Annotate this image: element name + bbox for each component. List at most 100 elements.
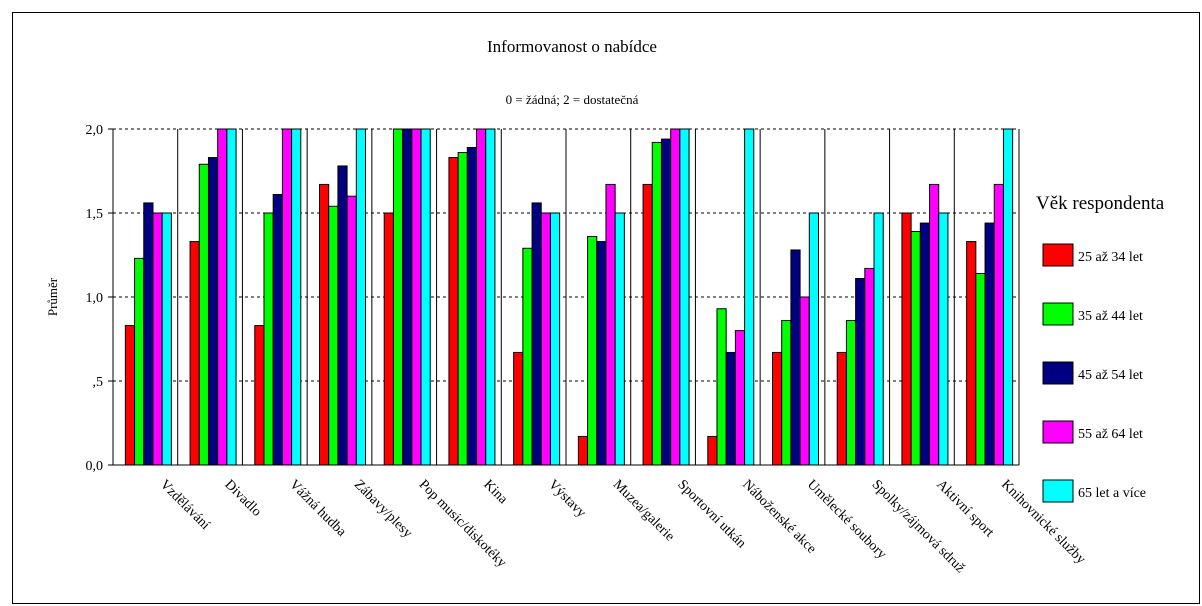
bar bbox=[161, 212, 172, 466]
y-tick-label: 1,5 bbox=[86, 207, 104, 222]
legend-label: 35 až 44 let bbox=[1078, 309, 1143, 324]
x-tick-label: Aktivní sport bbox=[933, 477, 996, 540]
bar bbox=[189, 241, 200, 466]
bar bbox=[901, 212, 912, 466]
legend-swatch bbox=[1042, 420, 1074, 444]
bar bbox=[531, 202, 542, 466]
bar bbox=[346, 195, 357, 466]
bar bbox=[411, 128, 422, 466]
bar bbox=[651, 141, 662, 466]
bar bbox=[383, 212, 394, 466]
bar bbox=[448, 157, 459, 466]
bar bbox=[808, 212, 819, 466]
legend-label: 55 až 64 let bbox=[1078, 427, 1143, 442]
bar bbox=[1002, 128, 1014, 466]
bar bbox=[263, 212, 274, 466]
bar bbox=[476, 128, 487, 466]
bars-group bbox=[124, 128, 1014, 466]
y-tick-labels: 0,0 ,5 1,0 1,5 2,0 bbox=[86, 123, 104, 474]
bar bbox=[799, 296, 810, 466]
y-tick-label: 1,0 bbox=[86, 291, 104, 306]
bar bbox=[919, 222, 931, 466]
bar bbox=[143, 202, 154, 466]
bar bbox=[355, 128, 366, 466]
bar bbox=[772, 351, 783, 466]
bar bbox=[845, 320, 857, 466]
bar bbox=[392, 128, 404, 466]
bar bbox=[966, 241, 977, 466]
bar bbox=[281, 128, 293, 466]
x-tick-label: Kina bbox=[480, 477, 510, 507]
bar bbox=[587, 236, 598, 466]
bar bbox=[291, 128, 302, 466]
bar bbox=[254, 325, 265, 466]
bar bbox=[198, 163, 209, 466]
bar bbox=[679, 128, 690, 466]
bar bbox=[577, 435, 589, 466]
y-tick-label: 0,0 bbox=[86, 459, 104, 474]
bar bbox=[217, 128, 228, 466]
bar bbox=[124, 325, 136, 466]
legend-label: 25 až 34 let bbox=[1078, 250, 1143, 265]
bar bbox=[457, 152, 468, 466]
legend-swatch bbox=[1042, 243, 1074, 267]
bar bbox=[836, 351, 847, 466]
bar bbox=[319, 183, 330, 466]
bar bbox=[485, 128, 496, 466]
legend-label: 45 až 54 let bbox=[1078, 368, 1143, 383]
bar bbox=[790, 249, 801, 466]
bar bbox=[540, 212, 551, 466]
legend-label: 65 let a více bbox=[1078, 486, 1146, 501]
x-tick-label: Vzdělávání bbox=[157, 477, 213, 533]
x-tick-label: Zábavy/plesy bbox=[351, 477, 415, 541]
x-tick-label: Vážná hudba bbox=[286, 477, 349, 540]
bar bbox=[716, 308, 727, 466]
bar bbox=[744, 128, 755, 466]
bar bbox=[725, 351, 736, 466]
bar bbox=[781, 320, 792, 466]
bar bbox=[596, 241, 607, 466]
bar bbox=[910, 230, 921, 466]
bar bbox=[642, 183, 653, 466]
bar bbox=[605, 183, 616, 466]
bar bbox=[226, 128, 237, 466]
bar bbox=[855, 278, 866, 466]
legend-swatch bbox=[1042, 361, 1074, 385]
bar bbox=[402, 128, 413, 466]
bar bbox=[420, 128, 431, 466]
x-tick-labels: Vzdělávání Divadlo Vážná hudba Zábavy/plesy… bbox=[157, 477, 1088, 576]
bar bbox=[873, 212, 884, 466]
bar bbox=[734, 330, 746, 466]
x-tick-label: Muzea/galerie bbox=[610, 477, 677, 544]
legend-swatch bbox=[1042, 302, 1074, 326]
y-axis-label: Průměr bbox=[45, 277, 60, 316]
bar bbox=[975, 272, 986, 466]
bar bbox=[864, 267, 875, 466]
bar bbox=[938, 212, 949, 466]
y-tick-label: 2,0 bbox=[86, 123, 104, 138]
bar bbox=[984, 222, 995, 466]
x-tick-label: Sportovní utkán bbox=[674, 477, 748, 551]
axes bbox=[108, 128, 1020, 466]
bar bbox=[466, 146, 478, 466]
bar bbox=[670, 128, 681, 466]
bar bbox=[513, 351, 524, 466]
bar bbox=[549, 212, 561, 466]
legend-swatch bbox=[1042, 479, 1074, 503]
bar bbox=[929, 183, 940, 466]
bar bbox=[328, 205, 339, 466]
bar bbox=[993, 183, 1004, 466]
x-tick-label: Výstavy bbox=[545, 477, 589, 521]
legend-title: Věk respondenta bbox=[1036, 193, 1165, 214]
bar bbox=[134, 257, 145, 466]
x-tick-label: Divadlo bbox=[221, 477, 264, 520]
chart-subtitle: 0 = žádná; 2 = dostatečná bbox=[506, 92, 639, 107]
bar bbox=[707, 435, 718, 466]
bar bbox=[207, 157, 219, 466]
legend: Věk respondenta 25 až 34 let 35 až 44 let… bbox=[1036, 193, 1165, 503]
bar bbox=[614, 212, 625, 466]
bar bbox=[152, 212, 163, 466]
bar bbox=[272, 194, 283, 466]
chart-title: Informovanost o nabídce bbox=[487, 37, 657, 56]
